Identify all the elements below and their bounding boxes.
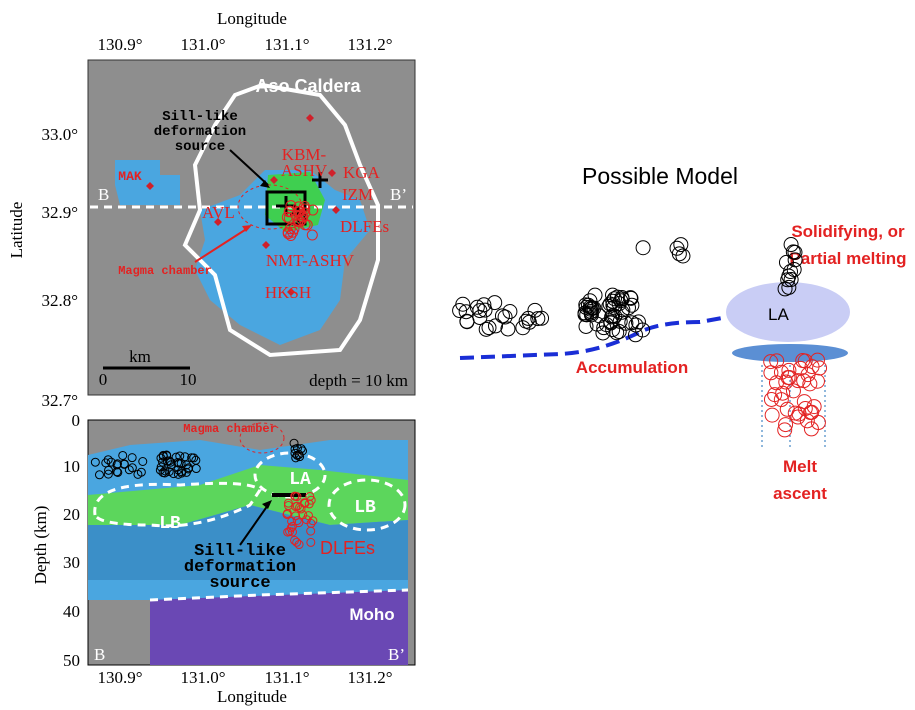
y-axis-title: Depth (km) — [31, 506, 50, 585]
station-label: NMT-ASHV — [266, 251, 355, 270]
y-tick-label: 10 — [63, 457, 80, 476]
x-ticks: 130.9° 131.0° 131.1° 131.2° — [97, 668, 392, 687]
lb-label: LB — [159, 514, 181, 534]
moho-label: Moho — [349, 605, 394, 624]
line: Partial melting — [789, 249, 906, 268]
y-tick-label: 0 — [72, 411, 81, 430]
section-start: B — [94, 645, 105, 664]
line: ascent — [773, 484, 827, 503]
y-tick-label: 32.7° — [41, 391, 78, 410]
scale-tick: 0 — [99, 370, 108, 389]
dlfe-label: DLFEs — [320, 538, 375, 558]
section-start: B — [98, 185, 109, 204]
x-tick-label: 131.1° — [264, 35, 309, 54]
station-label: HKSH — [265, 283, 311, 302]
y-tick-label: 33.0° — [41, 125, 78, 144]
accumulation-label: Accumulation — [576, 358, 688, 377]
y-tick-label: 50 — [63, 651, 80, 670]
station-label: KGA — [343, 163, 381, 182]
station-label: MAK — [118, 169, 142, 184]
y-ticks: 0 10 20 30 40 50 — [63, 411, 80, 670]
moho-layer — [150, 590, 408, 665]
depth-label: depth = 10 km — [309, 371, 408, 390]
y-tick-label: 30 — [63, 553, 80, 572]
station-label: KBM-ASHV — [281, 145, 328, 180]
x-axis-title: Longitude — [217, 687, 287, 706]
x-tick-label: 131.0° — [180, 35, 225, 54]
x-tick-label: 131.0° — [180, 668, 225, 687]
model-title: Possible Model — [582, 163, 738, 189]
line: Sill-like — [162, 109, 238, 125]
station-label: IZM — [342, 185, 373, 204]
event-circle — [810, 374, 824, 388]
y-tick-label: 32.8° — [41, 291, 78, 310]
event-circle — [636, 241, 650, 255]
y-tick-label: 20 — [63, 505, 80, 524]
line: source — [175, 139, 225, 155]
scale-tick: 10 — [180, 370, 197, 389]
la-label: LA — [768, 305, 789, 324]
magma-label: Magma chamber — [118, 264, 212, 278]
station-label: AVL — [202, 203, 235, 222]
line: Solidifying, or — [791, 222, 905, 241]
scale-unit: km — [129, 347, 151, 366]
x-tick-label: 131.2° — [347, 35, 392, 54]
x-tick-label: 131.2° — [347, 668, 392, 687]
figure: Longitude 130.9° 131.0° 131.1° 131.2° La… — [0, 0, 915, 710]
x-tick-label: 130.9° — [97, 668, 142, 687]
event-circle — [764, 392, 778, 406]
model-panel: Possible Model LA Solidifying, or Partial… — [453, 163, 907, 503]
line: source — [209, 574, 270, 593]
line: deformation — [154, 124, 246, 140]
y-axis-title: Latitude — [7, 202, 26, 259]
accumulation-path — [460, 318, 722, 358]
x-axis-title: Longitude — [217, 9, 287, 28]
section-panel: Depth (km) 0 10 20 30 40 50 130.9° 131.0… — [31, 411, 415, 706]
ascent-label: Melt ascent — [773, 457, 827, 503]
event-circle — [813, 361, 827, 375]
magma-label: Magma chamber — [183, 422, 277, 436]
x-tick-label: 131.1° — [264, 668, 309, 687]
event-circle — [780, 402, 794, 416]
section-end: B’ — [390, 185, 407, 204]
line: ASHV — [281, 161, 328, 180]
map-panel: Longitude 130.9° 131.0° 131.1° 131.2° La… — [7, 9, 415, 410]
section-end: B’ — [388, 645, 405, 664]
dlfe-label: DLFEs — [340, 217, 389, 236]
lb-label: LB — [354, 498, 376, 518]
event-circle — [588, 288, 602, 302]
top-label: Solidifying, or Partial melting — [789, 222, 906, 268]
event-circle — [765, 408, 779, 422]
la-label: LA — [289, 470, 311, 490]
event-circle — [488, 296, 502, 310]
y-tick-label: 32.9° — [41, 203, 78, 222]
y-tick-label: 40 — [63, 602, 80, 621]
sill-body — [732, 344, 848, 362]
x-tick-label: 130.9° — [97, 35, 142, 54]
caldera-label: Aso Caldera — [255, 76, 361, 96]
line: Melt — [783, 457, 817, 476]
